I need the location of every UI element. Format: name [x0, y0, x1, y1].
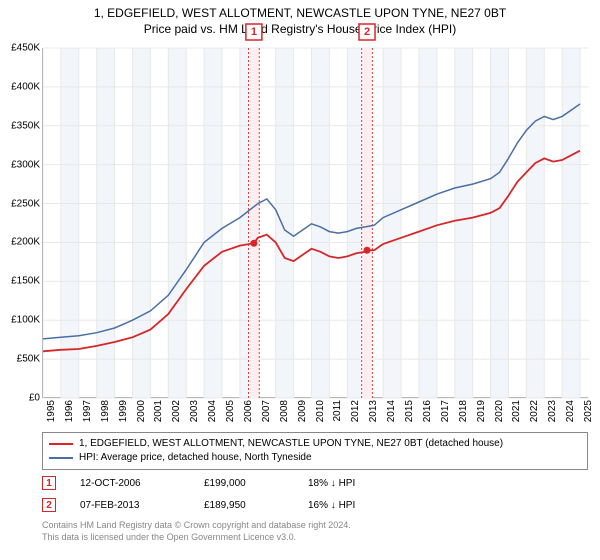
x-tick-label: 2018	[458, 400, 469, 422]
y-tick-label: £50K	[17, 354, 40, 365]
svg-text:1: 1	[251, 26, 257, 38]
x-tick-label: 2023	[547, 400, 558, 422]
legend-label-hpi: HPI: Average price, detached house, Nort…	[79, 451, 312, 465]
sale-date-2: 07-FEB-2013	[80, 500, 180, 511]
y-tick-label: £450K	[11, 43, 40, 54]
x-tick-label: 2012	[350, 400, 361, 422]
legend-swatch-property	[49, 443, 73, 445]
sale-price-2: £189,950	[204, 500, 284, 511]
x-tick-label: 2003	[189, 400, 200, 422]
y-tick-label: £200K	[11, 237, 40, 248]
x-tick-label: 1995	[46, 400, 57, 422]
y-tick-label: £150K	[11, 276, 40, 287]
x-tick-label: 2010	[315, 400, 326, 422]
x-tick-label: 2019	[476, 400, 487, 422]
sale-date-1: 12-OCT-2006	[80, 478, 180, 489]
sale-hpi-2: 16% ↓ HPI	[308, 500, 408, 511]
title-line-2: Price paid vs. HM Land Registry's House …	[10, 22, 590, 36]
y-tick-label: £300K	[11, 159, 40, 170]
sale-row: 2 07-FEB-2013 £189,950 16% ↓ HPI	[42, 494, 588, 516]
sale-price-1: £199,000	[204, 478, 284, 489]
x-tick-label: 2011	[332, 400, 343, 422]
footer-attribution: Contains HM Land Registry data © Crown c…	[42, 520, 588, 543]
plot-area: 12	[42, 48, 588, 398]
x-tick-label: 2020	[494, 400, 505, 422]
legend-label-property: 1, EDGEFIELD, WEST ALLOTMENT, NEWCASTLE …	[79, 437, 503, 451]
x-tick-label: 2017	[440, 400, 451, 422]
price-chart-container: 1, EDGEFIELD, WEST ALLOTMENT, NEWCASTLE …	[0, 0, 600, 560]
x-tick-label: 1999	[118, 400, 129, 422]
svg-text:2: 2	[364, 26, 370, 38]
x-tick-label: 2002	[171, 400, 182, 422]
chart-svg: 12	[43, 48, 589, 398]
x-tick-label: 1997	[82, 400, 93, 422]
y-tick-label: £0	[29, 393, 40, 404]
sale-marker-1-num: 1	[46, 478, 52, 489]
x-tick-label: 2016	[422, 400, 433, 422]
x-tick-label: 2025	[583, 400, 594, 422]
x-tick-label: 2004	[207, 400, 218, 422]
x-tick-label: 2001	[153, 400, 164, 422]
sale-marker-2: 2	[42, 498, 56, 512]
x-tick-label: 1998	[100, 400, 111, 422]
x-tick-label: 2006	[243, 400, 254, 422]
y-tick-label: £100K	[11, 315, 40, 326]
y-tick-label: £400K	[11, 81, 40, 92]
y-tick-label: £350K	[11, 120, 40, 131]
x-tick-label: 2005	[225, 400, 236, 422]
sale-marker-1: 1	[42, 476, 56, 490]
x-tick-label: 2000	[136, 400, 147, 422]
legend: 1, EDGEFIELD, WEST ALLOTMENT, NEWCASTLE …	[42, 432, 588, 470]
sale-marker-2-num: 2	[46, 500, 52, 511]
x-tick-label: 2008	[279, 400, 290, 422]
footer-line-1: Contains HM Land Registry data © Crown c…	[42, 520, 588, 532]
y-tick-label: £250K	[11, 198, 40, 209]
x-tick-label: 2013	[368, 400, 379, 422]
title-line-1: 1, EDGEFIELD, WEST ALLOTMENT, NEWCASTLE …	[10, 6, 590, 20]
x-tick-label: 1996	[64, 400, 75, 422]
x-tick-label: 2014	[386, 400, 397, 422]
legend-swatch-hpi	[49, 457, 73, 459]
x-tick-label: 2007	[261, 400, 272, 422]
legend-item-hpi: HPI: Average price, detached house, Nort…	[49, 451, 581, 465]
footer-line-2: This data is licensed under the Open Gov…	[42, 532, 588, 544]
x-tick-label: 2021	[511, 400, 522, 422]
chart-title: 1, EDGEFIELD, WEST ALLOTMENT, NEWCASTLE …	[0, 0, 600, 38]
x-tick-label: 2024	[565, 400, 576, 422]
x-tick-label: 2022	[529, 400, 540, 422]
x-tick-label: 2015	[404, 400, 415, 422]
x-tick-label: 2009	[297, 400, 308, 422]
sale-hpi-1: 18% ↓ HPI	[308, 478, 408, 489]
legend-item-property: 1, EDGEFIELD, WEST ALLOTMENT, NEWCASTLE …	[49, 437, 581, 451]
sales-table: 1 12-OCT-2006 £199,000 18% ↓ HPI 2 07-FE…	[42, 472, 588, 516]
sale-row: 1 12-OCT-2006 £199,000 18% ↓ HPI	[42, 472, 588, 494]
